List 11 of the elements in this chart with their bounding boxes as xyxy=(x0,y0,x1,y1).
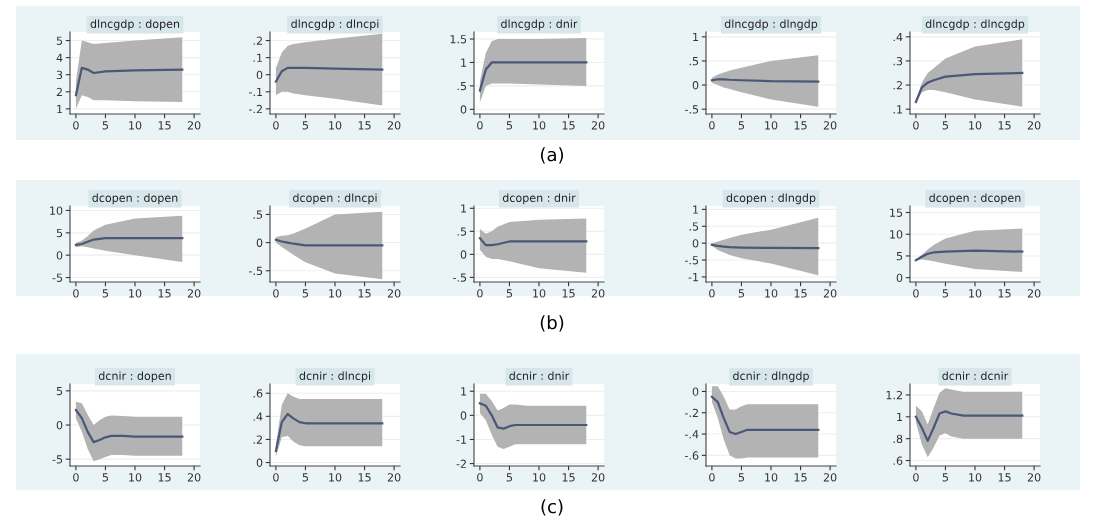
line-series xyxy=(74,408,184,444)
text: (a) xyxy=(540,147,564,164)
text: (c) xyxy=(541,499,563,516)
line-series xyxy=(914,71,1024,104)
line-series xyxy=(478,402,588,430)
line-series xyxy=(74,66,184,97)
line-series xyxy=(274,412,384,453)
line-series xyxy=(274,66,384,83)
text: (b) xyxy=(540,315,564,332)
line-series xyxy=(914,410,1024,442)
line-series xyxy=(710,395,820,436)
